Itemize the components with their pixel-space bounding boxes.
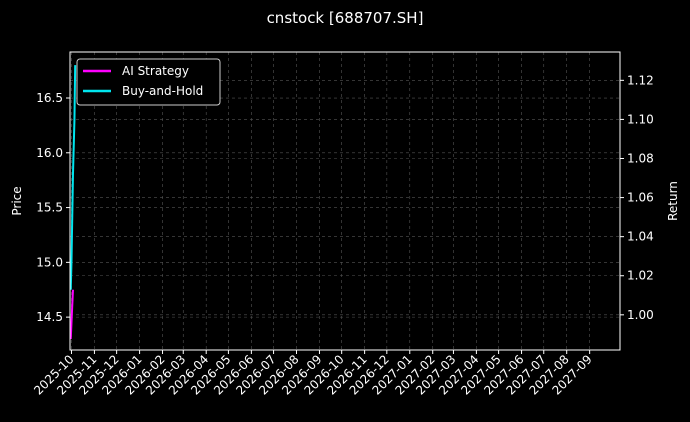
y-tick-label: 15.0	[36, 255, 63, 269]
y-right-tick-label: 1.06	[627, 191, 654, 205]
y-right-tick-label: 1.10	[627, 112, 654, 126]
y-tick-label: 14.5	[36, 310, 63, 324]
y-right-tick-label: 1.08	[627, 151, 654, 165]
y-axis-label: Price	[10, 186, 24, 215]
y-right-tick-label: 1.04	[627, 230, 654, 244]
legend: AI Strategy Buy-and-Hold	[76, 58, 221, 106]
series-line-buy-and-hold	[69, 65, 77, 290]
y-right-tick-label: 1.00	[627, 308, 654, 322]
series-line-ai-strategy	[69, 289, 74, 340]
plot-frame	[69, 51, 621, 351]
series-lines	[69, 65, 77, 340]
chart-title: cnstock [688707.SH]	[267, 9, 424, 27]
legend-label-ai: AI Strategy	[122, 64, 189, 78]
grid	[70, 52, 620, 350]
axes: 2025-102025-112025-122026-012026-022026-…	[31, 73, 653, 397]
y-right-tick-label: 1.12	[627, 73, 654, 87]
y-right-tick-label: 1.02	[627, 269, 654, 283]
legend-label-bh: Buy-and-Hold	[122, 84, 203, 98]
y-tick-label: 16.5	[36, 91, 63, 105]
y-tick-label: 15.5	[36, 201, 63, 215]
y-tick-label: 16.0	[36, 146, 63, 160]
y-axis-label-right: Return	[666, 181, 680, 221]
